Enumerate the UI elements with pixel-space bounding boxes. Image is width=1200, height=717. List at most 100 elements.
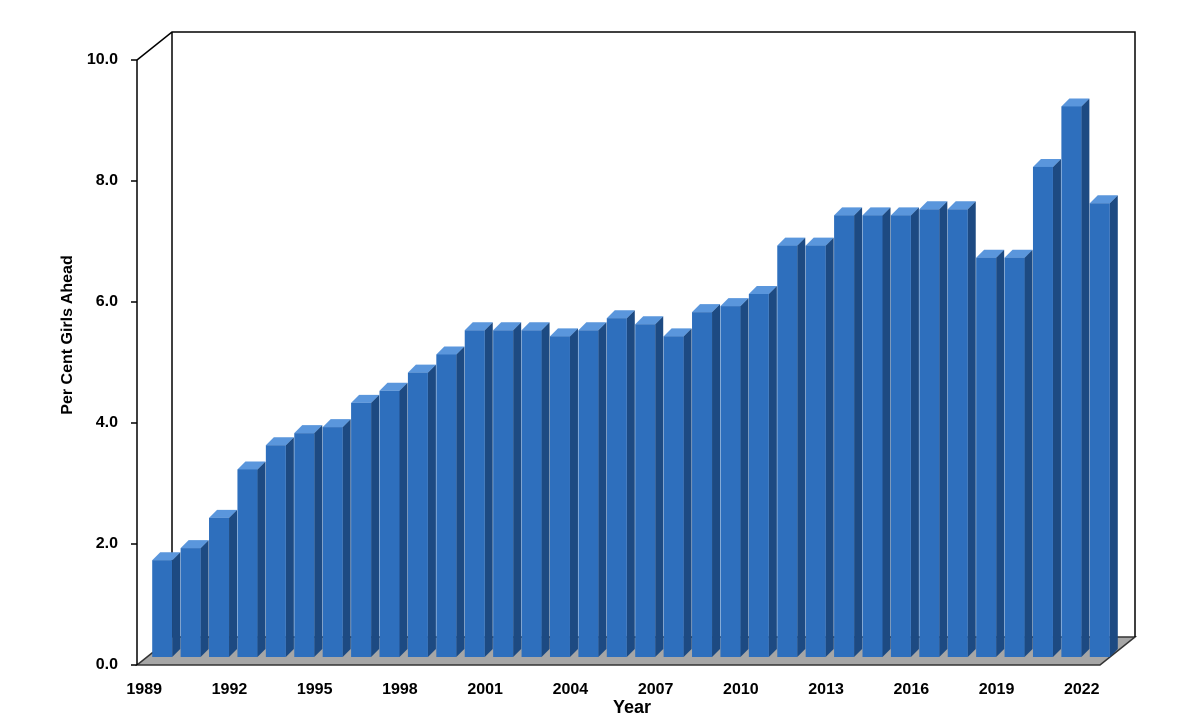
bar-front: [209, 517, 230, 657]
bar-top: [493, 322, 522, 331]
bar: [1004, 249, 1033, 657]
bar-top: [1004, 249, 1033, 258]
bar: [322, 419, 351, 657]
bar-front: [436, 354, 457, 657]
bar-side: [342, 419, 351, 657]
bar-front: [237, 469, 258, 657]
bar: [805, 237, 834, 657]
bar: [464, 322, 493, 657]
bar-side: [427, 364, 436, 657]
bar: [294, 425, 323, 657]
bar-top: [947, 201, 976, 210]
bar-side: [1052, 158, 1061, 657]
x-tick-label: 2013: [808, 681, 844, 698]
bar-front: [322, 427, 343, 657]
bar: [209, 509, 238, 657]
x-tick-label: 2022: [1064, 681, 1100, 698]
bar-top: [1089, 195, 1118, 204]
bar-front: [834, 215, 855, 657]
x-tick-label: 2010: [723, 681, 759, 698]
bar: [606, 310, 635, 657]
x-tick-label: 2019: [979, 681, 1015, 698]
bar-front: [265, 445, 286, 657]
x-tick-label: 1998: [382, 681, 418, 698]
bar-side: [484, 322, 493, 657]
y-tick-label: 6.0: [96, 293, 118, 310]
bar: [919, 201, 948, 658]
bar-front: [635, 324, 656, 657]
bar: [351, 394, 380, 657]
bar-side: [996, 249, 1005, 657]
bar-side: [740, 298, 749, 657]
bar: [265, 437, 294, 657]
x-tick-label: 1992: [212, 681, 248, 698]
bar-top: [606, 310, 635, 319]
bar-side: [712, 304, 721, 657]
bar-top: [692, 304, 721, 313]
bar-top: [663, 328, 692, 337]
bar-top: [578, 322, 607, 331]
bar-top: [180, 540, 209, 549]
bar: [1032, 158, 1061, 657]
y-tick-label: 0.0: [96, 656, 118, 673]
bar-front: [407, 372, 428, 657]
bar: [692, 304, 721, 657]
bar-top: [152, 552, 181, 561]
bar: [862, 207, 891, 657]
bar-side: [655, 316, 664, 657]
bar-front: [862, 215, 883, 657]
bar: [777, 237, 806, 657]
bar-front: [606, 318, 627, 657]
bar: [578, 322, 607, 657]
bar-front: [748, 294, 769, 657]
y-tick-label: 4.0: [96, 414, 118, 431]
bar-front: [1032, 166, 1053, 657]
x-tick-label: 2004: [553, 681, 589, 698]
bar-front: [720, 306, 741, 657]
bar-front: [777, 245, 798, 657]
bar-top: [834, 207, 863, 216]
bar-side: [683, 328, 692, 657]
bar: [947, 201, 976, 658]
bar-front: [152, 560, 173, 657]
bar: [1089, 195, 1118, 657]
bar-side: [598, 322, 607, 657]
bar-side: [229, 509, 238, 657]
y-axis-title: Per Cent Girls Ahead: [59, 255, 76, 414]
bar-side: [910, 207, 919, 657]
bar: [407, 364, 436, 657]
bar-top: [862, 207, 891, 216]
bar: [748, 286, 777, 657]
bar: [635, 316, 664, 657]
bar-top: [777, 237, 806, 246]
bar-front: [663, 336, 684, 657]
bar-side: [626, 310, 635, 657]
bar-side: [797, 237, 806, 657]
bar-top: [521, 322, 550, 331]
bar-front: [976, 257, 997, 657]
y-tick-label: 8.0: [96, 172, 118, 189]
bar-top: [237, 461, 266, 470]
bar-side: [825, 237, 834, 657]
bar-side: [285, 437, 294, 657]
bar-side: [257, 461, 266, 657]
bar-side: [854, 207, 863, 657]
bar-front: [578, 330, 599, 657]
bar-top: [890, 207, 919, 216]
bar-top: [265, 437, 294, 446]
bar-side: [882, 207, 891, 657]
bar-side: [513, 322, 522, 657]
bar-top: [919, 201, 948, 210]
bar: [237, 461, 266, 657]
bar-side: [569, 328, 578, 657]
bar: [549, 328, 578, 657]
bar-side: [967, 201, 976, 658]
bar: [180, 540, 209, 657]
bar-front: [294, 433, 315, 657]
bar-front: [549, 336, 570, 657]
bar-side: [768, 286, 777, 657]
y-tick-label: 10.0: [87, 51, 118, 68]
bar: [521, 322, 550, 657]
bar-front: [1004, 257, 1025, 657]
